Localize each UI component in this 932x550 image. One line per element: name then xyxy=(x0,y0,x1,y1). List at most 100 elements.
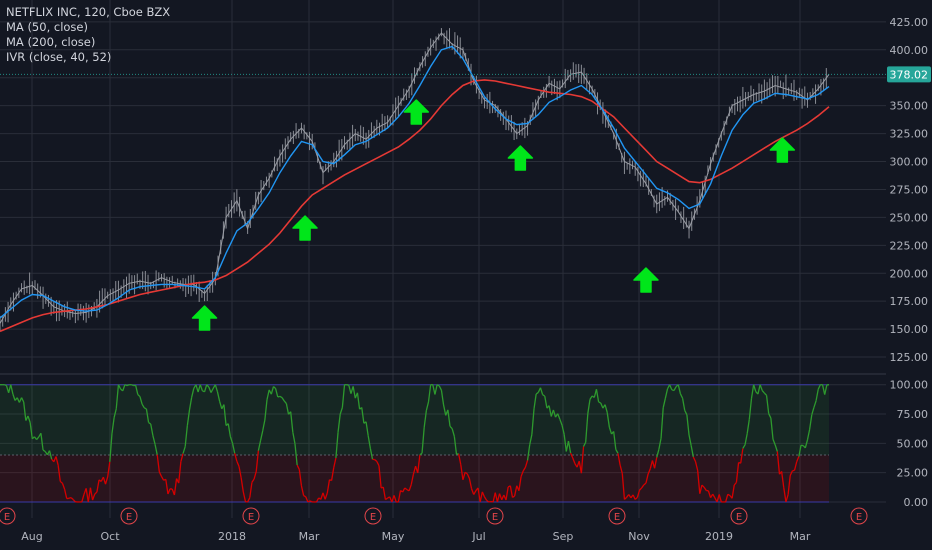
ivr-segment xyxy=(139,396,143,405)
ivr-segment xyxy=(712,493,716,499)
ivr-segment xyxy=(617,453,621,466)
ivr-segment xyxy=(274,388,279,398)
ivr-segment xyxy=(761,390,765,394)
ivr-segment xyxy=(61,483,66,490)
ivr-segment xyxy=(606,412,611,428)
ivr-segment xyxy=(210,388,214,393)
ivr-segment xyxy=(197,384,201,393)
ivr-segment xyxy=(533,393,537,410)
x-tick-label: Aug xyxy=(21,530,42,543)
earnings-marker[interactable]: E xyxy=(242,507,260,525)
ivr-segment xyxy=(199,384,204,392)
ivr-segment xyxy=(677,384,682,394)
earnings-marker[interactable]: E xyxy=(120,507,138,525)
ivr-segment xyxy=(290,411,294,433)
ivr-segment xyxy=(458,453,462,465)
ivr-segment xyxy=(423,410,427,428)
ivr-segment xyxy=(815,389,819,401)
ivr-segment xyxy=(645,473,649,484)
ivr-segment xyxy=(20,397,25,403)
ivr-segment xyxy=(697,470,701,494)
ivr-segment xyxy=(817,384,821,390)
ivr-segment xyxy=(681,398,686,411)
earnings-marker[interactable]: E xyxy=(486,507,504,525)
ivr-segment xyxy=(796,456,800,462)
ivr-segment xyxy=(296,464,300,470)
ivr-segment xyxy=(173,478,178,496)
price-tick-label: 200.00 xyxy=(890,267,929,280)
ivr-segment xyxy=(5,385,10,393)
legend-ivr[interactable]: IVR (close, 40, 52) xyxy=(6,50,112,64)
ivr-segment xyxy=(326,479,331,494)
earnings-marker[interactable]: E xyxy=(608,507,626,525)
ivr-segment xyxy=(104,476,109,485)
ivr-segment xyxy=(404,487,408,491)
ivr-segment xyxy=(421,427,425,454)
legend-ma200[interactable]: MA (200, close) xyxy=(6,35,96,49)
ivr-segment xyxy=(109,433,113,462)
ivr-segment xyxy=(427,384,432,403)
ivr-segment xyxy=(731,484,735,499)
earnings-marker[interactable]: E xyxy=(364,507,382,525)
ivr-segment xyxy=(412,465,417,475)
price-tick-label: 425.00 xyxy=(890,16,929,29)
ivr-segment xyxy=(673,386,677,391)
earnings-marker[interactable]: E xyxy=(850,507,868,525)
price-tick-label: 300.00 xyxy=(890,156,929,169)
ivr-segment xyxy=(55,456,59,466)
ivr-segment xyxy=(117,384,122,390)
ivr-segment xyxy=(821,384,826,395)
chart-legend: NETFLIX INC, 120, Cboe BZX MA (50, close… xyxy=(6,5,170,65)
ivr-segment xyxy=(692,456,697,462)
ivr-segment xyxy=(122,384,126,392)
ivr-segment xyxy=(498,493,503,501)
ivr-segment xyxy=(725,494,729,503)
ivr-segment xyxy=(641,484,645,489)
ivr-segment xyxy=(763,392,768,396)
ivr-segment xyxy=(259,430,264,441)
ivr-segment xyxy=(595,389,600,403)
ivr-segment xyxy=(789,470,793,476)
earnings-marker[interactable]: E xyxy=(0,507,16,525)
legend-ma50[interactable]: MA (50, close) xyxy=(6,20,88,34)
up-arrow-icon xyxy=(292,215,318,241)
x-tick-label: May xyxy=(382,530,405,543)
ivr-segment xyxy=(143,407,147,410)
ivr-segment xyxy=(548,405,552,417)
ivr-segment xyxy=(447,409,451,427)
ivr-segment xyxy=(785,494,789,503)
ivr-segment xyxy=(335,432,339,458)
ivr-segment xyxy=(376,461,380,466)
ivr-segment xyxy=(440,390,445,406)
ivr-segment xyxy=(385,497,388,501)
ivr-segment xyxy=(361,407,365,424)
ivr-segment xyxy=(283,400,287,404)
ivr-segment xyxy=(96,479,100,493)
x-tick-label: Mar xyxy=(299,530,320,543)
ivr-segment xyxy=(145,408,150,423)
ivr-segment xyxy=(451,428,455,437)
last-price-label: 378.02 xyxy=(890,68,929,81)
ivr-segment xyxy=(309,500,313,503)
ivr-segment xyxy=(449,425,453,430)
ivr-segment xyxy=(653,457,658,469)
ivr-segment xyxy=(806,429,811,441)
earnings-circle xyxy=(850,507,868,525)
ivr-segment xyxy=(160,476,165,481)
price-tick-label: 400.00 xyxy=(890,44,929,57)
x-tick-label: Sep xyxy=(553,530,574,543)
ivr-segment xyxy=(707,490,712,498)
earnings-marker[interactable]: E xyxy=(730,507,748,525)
earnings-label: E xyxy=(492,512,498,523)
ivr-segment xyxy=(242,491,247,502)
earnings-markers[interactable]: EEEEEEEEE xyxy=(0,507,932,525)
ivr-segment xyxy=(750,384,755,399)
ivr-segment xyxy=(598,401,602,404)
ivr-segment xyxy=(42,449,46,453)
ivr-segment xyxy=(479,491,483,503)
legend-symbol[interactable]: NETFLIX INC, 120, Cboe BZX xyxy=(6,5,171,19)
ivr-segment xyxy=(208,386,212,393)
ivr-segment xyxy=(660,407,664,439)
ivr-segment xyxy=(156,454,160,472)
